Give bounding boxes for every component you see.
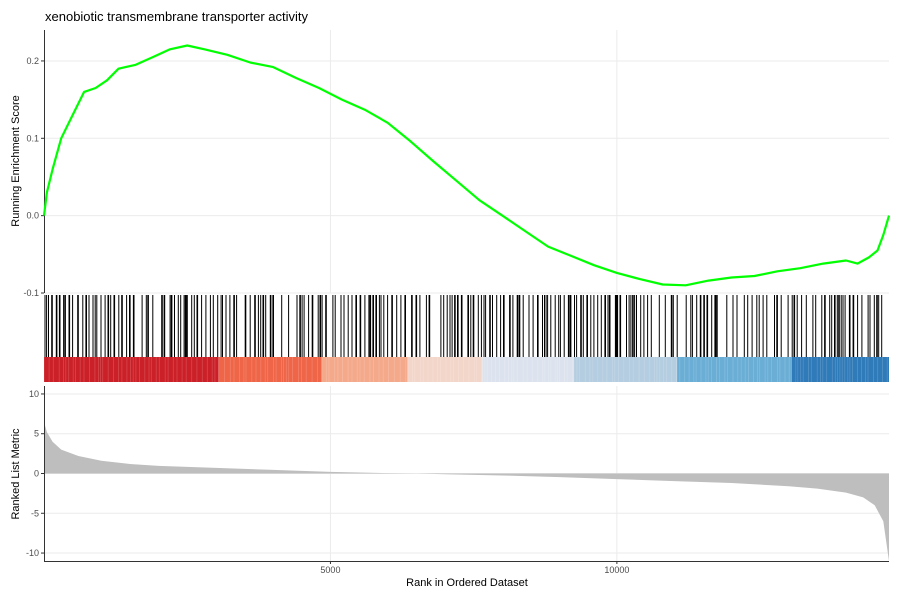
y-tick-label: 0.2 [26, 56, 39, 66]
gradient-segment [44, 357, 219, 382]
x-ticks: 5000 10000 [320, 561, 629, 575]
gradient-segment [218, 357, 322, 382]
y-tick-label: 0.1 [26, 133, 39, 143]
y-tick-label: 10 [29, 389, 39, 399]
y-tick-label: -10 [26, 548, 39, 558]
y-tick-label: 0.0 [26, 211, 39, 221]
running-score-panel: -0.1 0.0 0.1 0.2 Running Enrichment Score [10, 30, 891, 298]
ranked-metric-y-label: Ranked List Metric [10, 428, 22, 520]
running-score-y-label: Running Enrichment Score [10, 95, 22, 226]
gradient-segment [791, 357, 889, 382]
rank-gradient-bar [43, 357, 889, 382]
chart-title: xenobiotic transmembrane transporter act… [45, 9, 309, 24]
y-tick-label: 0 [34, 469, 39, 479]
gene-hits-panel [43, 295, 889, 382]
ranked-metric-y-ticks: -10 -5 0 5 10 [26, 389, 44, 558]
y-tick-label: 5 [34, 429, 39, 439]
running-score-line [42, 44, 891, 287]
running-score-y-ticks: -0.1 0.0 0.1 0.2 [23, 56, 44, 298]
gradient-segment [321, 357, 408, 382]
x-axis-label: Rank in Ordered Dataset [406, 577, 528, 589]
gradient-segment [677, 357, 792, 382]
x-tick-label: 5000 [320, 565, 340, 575]
gradient-segment [407, 357, 483, 382]
y-tick-label: -5 [31, 508, 39, 518]
running-score-grid [44, 30, 889, 294]
gene-hit-marks [44, 295, 883, 357]
gradient-segment [573, 357, 677, 382]
ranked-metric-panel: -10 -5 0 5 10 5000 10000 Ranked List Metric R… [10, 386, 889, 589]
ranked-metric-area [44, 421, 889, 561]
y-tick-label: -0.1 [23, 288, 39, 298]
gradient-segment [482, 357, 574, 382]
x-tick-label: 10000 [604, 565, 629, 575]
